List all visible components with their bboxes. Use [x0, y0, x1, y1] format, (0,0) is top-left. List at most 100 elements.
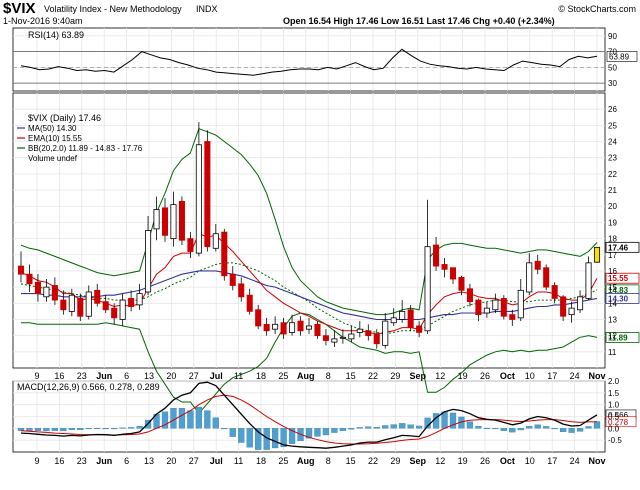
candle-body [509, 314, 516, 320]
candle-body [365, 330, 372, 337]
candle-body [272, 323, 279, 330]
macd-tick-label: 2.0 [608, 377, 620, 386]
macd-histogram-bar [255, 428, 262, 450]
x-tick-label: 23 [77, 456, 87, 466]
macd-histogram-bar [187, 410, 194, 429]
datetime-label: 1-Nov-2016 9:40am [3, 16, 83, 26]
candle-body [416, 325, 423, 333]
macd-histogram-bar [77, 428, 84, 430]
macd-histogram-bar [500, 428, 507, 431]
rsi-tick-label: 70 [608, 48, 617, 57]
macd-histogram-bar [102, 428, 109, 430]
x-tick-label: 11 [234, 371, 243, 381]
macd-histogram-bar [492, 428, 499, 430]
candle-body [136, 293, 143, 306]
candle-body [475, 299, 482, 316]
macd-histogram-bar [322, 428, 330, 436]
bb-upper-line [20, 127, 598, 316]
macd-histogram-bar [272, 428, 279, 449]
macd-histogram-bar [85, 428, 92, 430]
x-tick-label: 18 [256, 371, 266, 381]
macd-histogram-bar [314, 428, 321, 437]
x-tick-label: 24 [570, 456, 580, 466]
candle-body [322, 335, 329, 341]
macd-histogram-bar [449, 412, 457, 429]
price-tag-label: 15.55 [608, 274, 629, 283]
x-tick-label: 10 [525, 456, 535, 466]
price-tick-label: 16 [608, 267, 617, 276]
candle-body [229, 273, 236, 286]
x-tick-label: 18 [256, 456, 266, 466]
macd-histogram-bar [441, 411, 448, 429]
macd-tick-label: 0.0 [608, 424, 620, 433]
candle-body [255, 309, 262, 327]
candle-body [424, 246, 431, 332]
candle-body [145, 230, 152, 293]
macd-histogram-bar [585, 426, 592, 429]
macd-histogram-bar [43, 428, 50, 432]
macd-histogram-bar [238, 428, 245, 443]
x-tick-label: Sep [410, 371, 427, 381]
exchange-label: INDX [196, 4, 218, 14]
x-tick-label: Oct [500, 371, 515, 381]
macd-histogram-bar [475, 426, 482, 429]
macd-histogram-bar [204, 410, 211, 429]
macd-histogram-bar [26, 428, 33, 431]
rsi-line [20, 48, 598, 76]
x-tick-label: 8 [326, 371, 331, 381]
candle-body [77, 298, 84, 317]
x-tick-label: Oct [500, 456, 515, 466]
candle-body [43, 286, 50, 298]
price-tick-label: 25 [608, 121, 617, 130]
candle-body [238, 283, 245, 298]
candle-body [263, 323, 270, 332]
macd-histogram-bar [576, 428, 584, 432]
x-tick-label: Jul [210, 456, 223, 466]
macd-histogram-bar [170, 408, 177, 429]
rsi-tick-label: 50 [608, 63, 617, 72]
price-tag-label: 11.89 [608, 333, 628, 342]
candle-body [568, 307, 575, 316]
x-tick-label: 27 [189, 456, 199, 466]
macd-histogram-bar [348, 428, 355, 430]
price-tag [605, 272, 640, 284]
candle-body [407, 309, 414, 328]
x-tick-label: 29 [390, 371, 400, 381]
macd-histogram-bar [390, 424, 397, 429]
rsi-tick-label: 30 [608, 79, 617, 88]
macd-tick-label: 1.0 [608, 401, 620, 410]
price-tick-label: 23 [608, 154, 617, 163]
x-tick-label: Jun [96, 456, 112, 466]
macd-tag [605, 416, 637, 428]
x-tick-label: 20 [166, 456, 176, 466]
x-tick-label: 11 [234, 456, 243, 466]
x-tick-label: 15 [346, 371, 356, 381]
price-tick-label: 12 [608, 332, 617, 341]
price-tick-label: 24 [608, 138, 617, 147]
x-tick-label: 6 [124, 371, 129, 381]
watermark: © StockCharts.com [558, 4, 636, 14]
x-tick-label: Nov [588, 371, 605, 381]
candle-body [111, 307, 118, 319]
price-legend-symbol: $VIX (Daily) 17.46 [28, 113, 101, 123]
candle-body [280, 322, 287, 335]
macd-histogram-bar [466, 421, 474, 429]
x-tick-label: 19 [458, 456, 468, 466]
macd-histogram-bar [560, 428, 567, 433]
macd-histogram-bar [195, 406, 202, 429]
candle-body [119, 299, 126, 320]
macd-histogram-bar [111, 428, 118, 430]
candle-body [517, 289, 524, 319]
macd-histogram-bar [534, 424, 541, 429]
macd-histogram-bar [136, 426, 143, 429]
macd-histogram-bar [119, 427, 126, 429]
candle-body [187, 238, 194, 252]
macd-histogram-bar [68, 428, 75, 430]
candle-body [373, 333, 380, 345]
price-panel [12, 92, 606, 369]
macd-histogram-bar [593, 421, 601, 429]
macd-histogram-bar [60, 428, 67, 432]
candle-body [204, 141, 211, 248]
